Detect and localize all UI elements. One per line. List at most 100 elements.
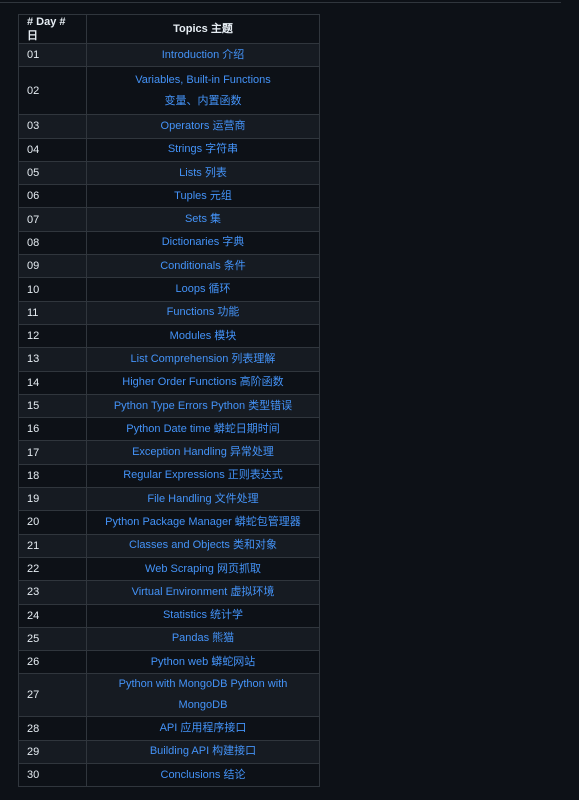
topic-link[interactable]: Operators 运营商 bbox=[160, 119, 246, 132]
topic-cell: Dictionaries 字典 bbox=[86, 230, 320, 256]
day-number: 13 bbox=[18, 347, 87, 372]
topic-cell: Python Date time 蟒蛇日期时间 bbox=[86, 417, 320, 442]
topic-link[interactable]: Dictionaries 字典 bbox=[161, 236, 245, 249]
topic-link[interactable]: List Comprehension 列表理解 bbox=[130, 352, 276, 365]
table-row: 10 Loops 循环 bbox=[18, 277, 320, 302]
table-row: 22 Web Scraping 网页抓取 bbox=[18, 556, 320, 582]
topic-cell: Python with MongoDB Python with MongoDB bbox=[86, 673, 320, 718]
day-number: 18 bbox=[18, 463, 87, 489]
column-header-topic: Topics 主题 bbox=[86, 14, 320, 44]
day-number: 29 bbox=[18, 739, 87, 765]
table-row: 18 Regular Expressions 正则表达式 bbox=[18, 463, 320, 489]
topic-cell: List Comprehension 列表理解 bbox=[86, 347, 320, 372]
topic-link[interactable]: Python web 蟒蛇网站 bbox=[150, 655, 256, 668]
topic-link[interactable]: Conclusions 结论 bbox=[160, 768, 246, 781]
topic-link[interactable]: Web Scraping 网页抓取 bbox=[145, 562, 261, 575]
table-row: 08 Dictionaries 字典 bbox=[18, 230, 320, 256]
day-number: 04 bbox=[18, 137, 87, 162]
divider bbox=[0, 2, 561, 3]
topic-link[interactable]: Functions 功能 bbox=[166, 306, 240, 319]
topic-link[interactable]: Tuples 元组 bbox=[174, 189, 232, 202]
table-row: 02 Variables, Built-in Functions 变量、内置函数 bbox=[18, 66, 320, 116]
table-row: 14 Higher Order Functions 高阶函数 bbox=[18, 370, 320, 395]
topic-link[interactable]: Pandas 熊猫 bbox=[171, 632, 235, 645]
topic-link[interactable]: Building API 构建接口 bbox=[149, 745, 257, 758]
topic-cell: API 应用程序接口 bbox=[86, 716, 320, 741]
day-number: 17 bbox=[18, 440, 87, 465]
topic-cell: Conclusions 结论 bbox=[86, 763, 320, 788]
day-number: 23 bbox=[18, 580, 87, 605]
day-number: 02 bbox=[18, 66, 87, 116]
table-row: 09 Conditionals 条件 bbox=[18, 254, 320, 279]
day-number: 07 bbox=[18, 207, 87, 232]
day-number: 14 bbox=[18, 370, 87, 395]
table-row: 23 Virtual Environment 虚拟环境 bbox=[18, 580, 320, 605]
topic-link[interactable]: API 应用程序接口 bbox=[159, 722, 247, 735]
day-number: 27 bbox=[18, 673, 87, 718]
topic-link[interactable]: Loops 循环 bbox=[175, 283, 231, 296]
topic-cell: Statistics 统计学 bbox=[86, 603, 320, 628]
table-row: 26 Python web 蟒蛇网站 bbox=[18, 650, 320, 675]
table-row: 30 Conclusions 结论 bbox=[18, 763, 320, 788]
day-number: 28 bbox=[18, 716, 87, 741]
topic-link[interactable]: Exception Handling 异常处理 bbox=[132, 446, 274, 459]
topic-link[interactable]: Introduction 介绍 bbox=[161, 48, 245, 61]
day-number: 26 bbox=[18, 650, 87, 675]
topic-link[interactable]: Classes and Objects 类和对象 bbox=[129, 539, 277, 552]
table-row: 05 Lists 列表 bbox=[18, 160, 320, 186]
day-number: 12 bbox=[18, 323, 87, 349]
column-header-day: # Day # 日 bbox=[18, 14, 87, 44]
topic-link[interactable]: Variables, Built-in Functions 变量、内置函数 bbox=[135, 70, 271, 112]
topic-cell: Functions 功能 bbox=[86, 300, 320, 325]
day-number: 11 bbox=[18, 300, 87, 325]
topic-cell: Python web 蟒蛇网站 bbox=[86, 650, 320, 675]
topic-cell: Higher Order Functions 高阶函数 bbox=[86, 370, 320, 395]
table-row: 17 Exception Handling 异常处理 bbox=[18, 440, 320, 465]
topic-link[interactable]: Python Package Manager 蟒蛇包管理器 bbox=[105, 515, 301, 528]
table-row: 16 Python Date time 蟒蛇日期时间 bbox=[18, 417, 320, 442]
day-number: 24 bbox=[18, 603, 87, 628]
topic-link[interactable]: Virtual Environment 虚拟环境 bbox=[131, 585, 275, 598]
table-row: 07 Sets 集 bbox=[18, 207, 320, 232]
topic-link[interactable]: Statistics 统计学 bbox=[162, 609, 244, 622]
topic-cell: Virtual Environment 虚拟环境 bbox=[86, 580, 320, 605]
topic-cell: File Handling 文件处理 bbox=[86, 487, 320, 512]
topic-cell: Loops 循环 bbox=[86, 277, 320, 302]
topic-link[interactable]: Python with MongoDB Python with MongoDB bbox=[118, 678, 288, 712]
day-number: 10 bbox=[18, 277, 87, 302]
topic-link[interactable]: Conditionals 条件 bbox=[160, 259, 246, 272]
topic-cell: Exception Handling 异常处理 bbox=[86, 440, 320, 465]
day-number: 22 bbox=[18, 556, 87, 582]
topic-link[interactable]: Higher Order Functions 高阶函数 bbox=[122, 376, 284, 389]
day-number: 25 bbox=[18, 626, 87, 652]
topic-link[interactable]: Lists 列表 bbox=[179, 166, 227, 179]
topic-cell: Pandas 熊猫 bbox=[86, 626, 320, 652]
day-number: 05 bbox=[18, 160, 87, 186]
topic-cell: Conditionals 条件 bbox=[86, 254, 320, 279]
topic-link[interactable]: Modules 模块 bbox=[169, 329, 237, 342]
table-row: 11 Functions 功能 bbox=[18, 300, 320, 325]
topic-link[interactable]: File Handling 文件处理 bbox=[147, 492, 259, 505]
table-row: 06 Tuples 元组 bbox=[18, 184, 320, 209]
topic-cell: Introduction 介绍 bbox=[86, 42, 320, 68]
day-number: 03 bbox=[18, 114, 87, 139]
table-row: 29 Building API 构建接口 bbox=[18, 739, 320, 765]
table-row: 03 Operators 运营商 bbox=[18, 114, 320, 139]
table-row: 27 Python with MongoDB Python with Mongo… bbox=[18, 673, 320, 718]
day-number: 21 bbox=[18, 533, 87, 558]
topic-cell: Web Scraping 网页抓取 bbox=[86, 556, 320, 582]
topic-cell: Classes and Objects 类和对象 bbox=[86, 533, 320, 558]
topic-link-line: Variables, Built-in Functions bbox=[135, 73, 271, 86]
topic-link[interactable]: Python Date time 蟒蛇日期时间 bbox=[126, 422, 280, 435]
topic-link[interactable]: Sets 集 bbox=[184, 213, 222, 226]
day-number: 08 bbox=[18, 230, 87, 256]
topic-link[interactable]: Python Type Errors Python 类型错误 bbox=[113, 399, 293, 412]
table-header-row: # Day # 日 Topics 主题 bbox=[18, 14, 320, 44]
topic-link[interactable]: Strings 字符串 bbox=[167, 143, 239, 156]
day-number: 19 bbox=[18, 487, 87, 512]
topic-cell: Lists 列表 bbox=[86, 160, 320, 186]
table-row: 20 Python Package Manager 蟒蛇包管理器 bbox=[18, 510, 320, 535]
topic-cell: Building API 构建接口 bbox=[86, 739, 320, 765]
topic-link[interactable]: Regular Expressions 正则表达式 bbox=[123, 469, 283, 482]
topic-cell: Tuples 元组 bbox=[86, 184, 320, 209]
